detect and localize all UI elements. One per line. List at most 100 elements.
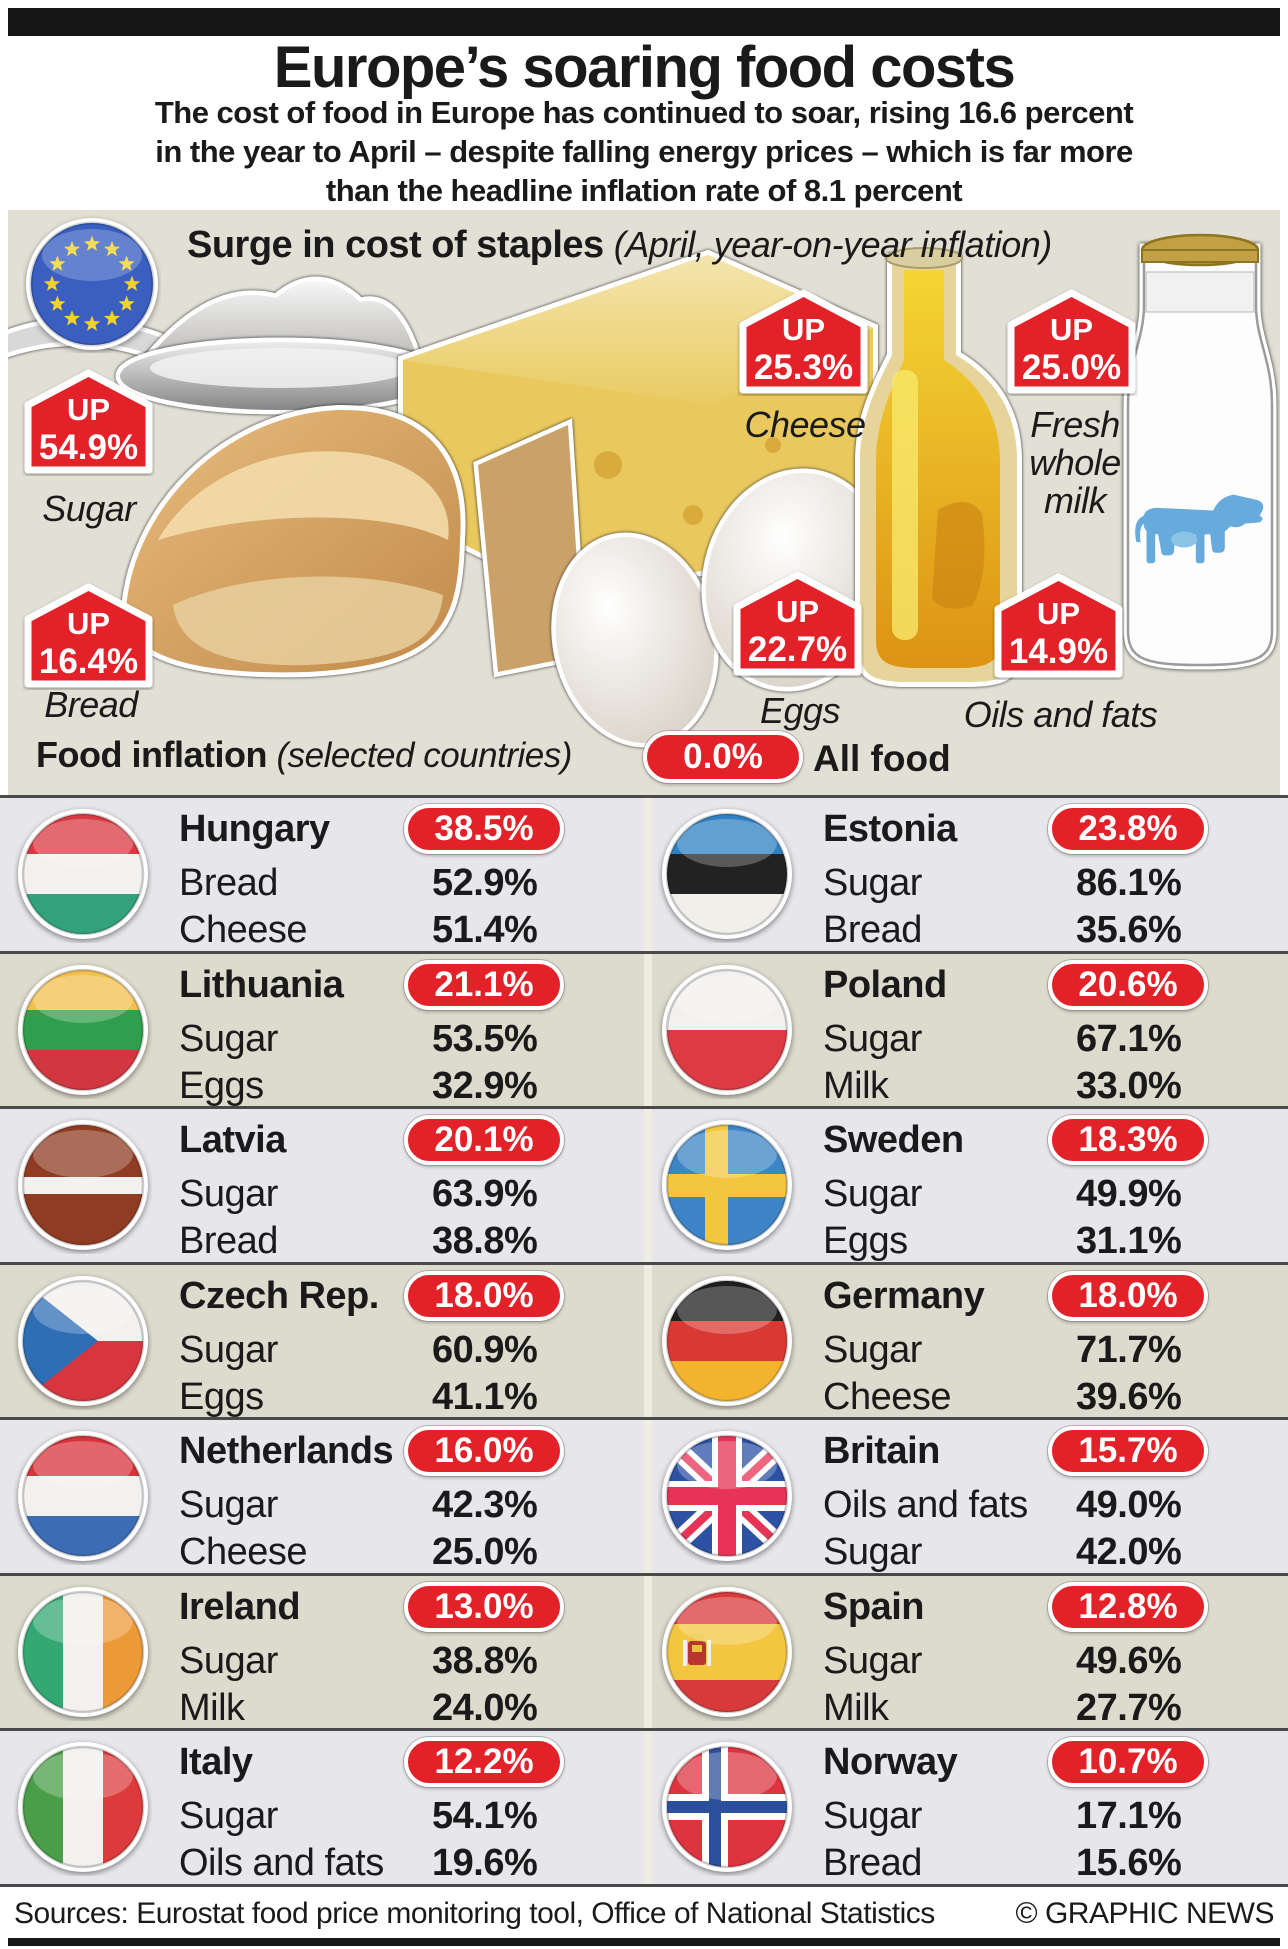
country-table-row: Czech Rep. 18.0% Sugar 60.9% Eggs 41.1% … (0, 1261, 1288, 1418)
item-value: 31.1% (1076, 1220, 1182, 1262)
item-label: Eggs (179, 1064, 264, 1107)
country-table-row: Italy 12.2% Sugar 54.1% Oils and fats 19… (0, 1728, 1288, 1884)
country-table-row: Hungary 38.5% Bread 52.9% Cheese 51.4% E… (0, 795, 1288, 951)
item-label: Bread (823, 909, 922, 951)
item-value: 39.6% (1076, 1375, 1182, 1418)
svg-text:14.9%: 14.9% (1009, 632, 1108, 671)
cow-icon (1135, 494, 1264, 564)
all-food-legend-badge: 0.0% (643, 731, 803, 783)
italy-flag-icon (14, 1738, 152, 1876)
latvia-flag-icon (14, 1116, 152, 1254)
column-divider (644, 1420, 652, 1573)
countries-heading: Food inflation (selected countries) (36, 734, 572, 776)
item-label: Sugar (823, 1639, 922, 1682)
staple-label-fresh-whole-milk: Fresh whole milk (1029, 404, 1121, 521)
country-all-food-badge: 20.6% (1048, 959, 1208, 1010)
all-food-legend-label: All food (813, 738, 951, 779)
country-name: Sweden (823, 1119, 964, 1161)
country-cell-ireland: Ireland 13.0% Sugar 38.8% Milk 24.0% (0, 1575, 644, 1729)
staple-label-cheese: Cheese (744, 404, 866, 445)
country-cell-czech-rep: Czech Rep. 18.0% Sugar 60.9% Eggs 41.1% (0, 1264, 644, 1418)
item-label: Sugar (823, 1173, 922, 1215)
item-label: Cheese (179, 1531, 307, 1573)
svg-text:UP: UP (67, 606, 110, 641)
country-name: Britain (823, 1430, 940, 1472)
svg-text:16.4%: 16.4% (39, 642, 138, 681)
item-value: 67.1% (1076, 1017, 1182, 1060)
item-value: 24.0% (432, 1686, 538, 1729)
country-cell-spain: Spain 12.8% Sugar 49.6% Milk 27.7% (652, 1575, 1288, 1729)
item-value: 52.9% (432, 862, 538, 904)
item-value: 42.3% (432, 1484, 538, 1526)
country-all-food-badge: 20.1% (404, 1115, 564, 1165)
country-cell-poland: Poland 20.6% Sugar 67.1% Milk 33.0% (652, 953, 1288, 1107)
staple-label-eggs: Eggs (759, 690, 841, 731)
column-divider (644, 798, 652, 951)
staple-label-oils-and-fats: Oils and fats (963, 694, 1158, 735)
country-name: Germany (823, 1274, 985, 1317)
item-label: Oils and fats (179, 1842, 384, 1884)
country-all-food-badge: 18.3% (1048, 1115, 1208, 1165)
czech-flag-icon (14, 1272, 152, 1410)
country-cell-italy: Italy 12.2% Sugar 54.1% Oils and fats 19… (0, 1731, 644, 1884)
country-all-food-badge: 18.0% (404, 1270, 564, 1321)
item-label: Sugar (823, 1328, 922, 1371)
item-value: 19.6% (432, 1842, 538, 1884)
item-value: 41.1% (432, 1375, 538, 1418)
svg-text:UP: UP (776, 594, 819, 629)
germany-flag-icon (658, 1272, 796, 1410)
country-name: Ireland (179, 1585, 301, 1628)
item-label: Milk (823, 1686, 889, 1729)
staple-up-badge-eggs: UP 22.7% (731, 570, 864, 683)
item-label: Oils and fats (823, 1484, 1028, 1526)
country-table-row: Lithuania 21.1% Sugar 53.5% Eggs 32.9% P… (0, 950, 1288, 1107)
country-table-row: Netherlands 16.0% Sugar 42.3% Cheese 25.… (0, 1417, 1288, 1573)
norway-flag-icon (658, 1738, 796, 1876)
item-label: Sugar (179, 1017, 278, 1060)
item-value: 53.5% (432, 1017, 538, 1060)
country-cell-netherlands: Netherlands 16.0% Sugar 42.3% Cheese 25.… (0, 1420, 644, 1573)
eu-flag-icon (23, 215, 161, 353)
ireland-flag-icon (14, 1583, 152, 1721)
country-name: Spain (823, 1585, 924, 1628)
sweden-flag-icon (658, 1116, 796, 1254)
item-label: Bread (823, 1842, 922, 1884)
country-name: Italy (179, 1741, 253, 1783)
netherlands-flag-icon (14, 1427, 152, 1565)
bread-illustration (120, 404, 588, 678)
item-label: Sugar (179, 1328, 278, 1371)
country-all-food-badge: 21.1% (404, 959, 564, 1010)
country-name: Lithuania (179, 963, 344, 1006)
top-black-bar (8, 8, 1280, 36)
svg-text:UP: UP (67, 392, 110, 427)
country-all-food-badge: 12.2% (404, 1737, 564, 1787)
country-all-food-badge: 15.7% (1048, 1426, 1208, 1476)
item-value: 25.0% (432, 1531, 538, 1573)
item-value: 86.1% (1076, 862, 1182, 904)
svg-text:UP: UP (1050, 312, 1093, 347)
staple-up-badge-sugar: UP 54.9% (22, 368, 155, 481)
staple-up-badge-cheese: UP 25.3% (737, 288, 870, 401)
page-subtitle: The cost of food in Europe has continued… (0, 93, 1288, 210)
staple-label-sugar: Sugar (42, 488, 136, 529)
page-title: Europe’s soaring food costs (273, 35, 1016, 100)
country-cell-hungary: Hungary 38.5% Bread 52.9% Cheese 51.4% (0, 798, 644, 951)
item-label: Sugar (179, 1173, 278, 1215)
item-value: 49.0% (1076, 1484, 1182, 1526)
item-value: 49.9% (1076, 1173, 1182, 1215)
credit-note: © GRAPHIC NEWS (1015, 1897, 1275, 1930)
country-name: Norway (823, 1741, 958, 1783)
item-label: Milk (179, 1686, 245, 1729)
country-name: Netherlands (179, 1430, 394, 1472)
item-value: 42.0% (1076, 1531, 1182, 1573)
item-value: 32.9% (432, 1064, 538, 1107)
item-value: 60.9% (432, 1328, 538, 1371)
svg-text:54.9%: 54.9% (39, 428, 138, 467)
subtitle-line: than the headline inflation rate of 8.1 … (325, 173, 963, 208)
country-table-row: Latvia 20.1% Sugar 63.9% Bread 38.8% Swe… (0, 1106, 1288, 1262)
item-label: Cheese (823, 1375, 951, 1418)
item-value: 49.6% (1076, 1639, 1182, 1682)
